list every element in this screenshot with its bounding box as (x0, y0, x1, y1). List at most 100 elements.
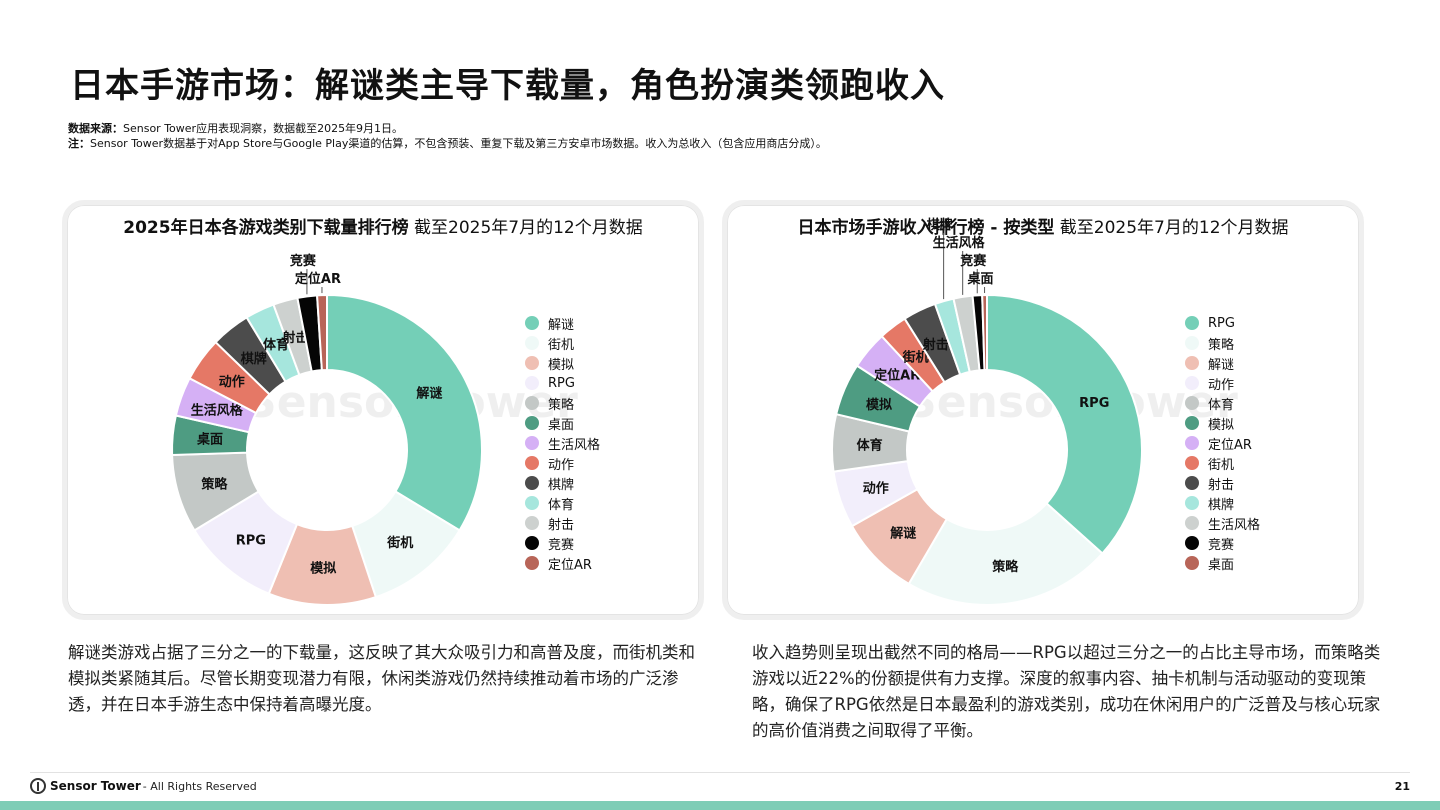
legend-item-定位AR: 定位AR (525, 553, 635, 573)
legend-label: 体育 (548, 497, 575, 513)
legend-item-生活风格: 生活风格 (525, 433, 635, 453)
slice-label-棋牌: 棋牌 (926, 217, 953, 233)
legend-item-解谜: 解谜 (1185, 353, 1295, 373)
legend-label: 解谜 (548, 317, 575, 333)
donut-slice-RPG (986, 293, 1143, 555)
legend-label: RPG (1208, 315, 1235, 331)
legend-swatch (525, 356, 539, 370)
note-label: 注： (68, 137, 90, 150)
legend-item-生活风格: 生活风格 (1185, 513, 1295, 533)
slice-label-体育: 体育 (263, 337, 289, 353)
donut-slice-解谜 (326, 293, 483, 532)
legend-swatch (525, 396, 539, 410)
legend-item-棋牌: 棋牌 (525, 473, 635, 493)
donut-slice-桌面 (981, 293, 988, 372)
legend-label: 桌面 (1208, 557, 1235, 573)
page-title: 日本手游市场：解谜类主导下载量，角色扮演类领跑收入 (70, 66, 945, 106)
legend-item-模拟: 模拟 (1185, 413, 1295, 433)
legend-item-竞赛: 竞赛 (1185, 533, 1295, 553)
legend-label: 街机 (548, 337, 575, 353)
slice-label-体育: 体育 (857, 438, 883, 454)
slice-label-策略: 策略 (201, 476, 228, 492)
source-text: Sensor Tower应用表现洞察，数据截至2025年9月1日。 (123, 122, 404, 135)
note-text: Sensor Tower数据基于对App Store与Google Play渠道… (90, 137, 827, 150)
footer-rights: - All Rights Reserved (142, 779, 257, 793)
legend-swatch (1185, 336, 1199, 350)
legend-item-桌面: 桌面 (1185, 553, 1295, 573)
legend-label: 模拟 (548, 357, 575, 373)
legend-item-棋牌: 棋牌 (1185, 493, 1295, 513)
legend-swatch (525, 476, 539, 490)
slice-label-射击: 射击 (922, 337, 949, 353)
slice-label-街机: 街机 (386, 535, 413, 551)
slice-label-生活风格: 生活风格 (933, 235, 986, 251)
legend-label: 生活风格 (548, 437, 601, 453)
legend-item-街机: 街机 (1185, 453, 1295, 473)
legend-label: 竞赛 (1208, 537, 1235, 553)
slice-label-动作: 动作 (863, 481, 889, 497)
legend-swatch (1185, 316, 1199, 330)
slice-label-竞赛: 竞赛 (960, 253, 987, 269)
donut-slice-定位AR (316, 293, 328, 372)
source-label: 数据来源： (68, 122, 123, 135)
footer-logo: Sensor Tower - All Rights Reserved (30, 778, 257, 794)
slice-label-策略: 策略 (992, 559, 1019, 575)
legend-swatch (1185, 356, 1199, 370)
legend-label: 街机 (1208, 457, 1235, 473)
legend-item-RPG: RPG (1185, 313, 1295, 333)
legend-swatch (525, 556, 539, 570)
legend-label: 体育 (1208, 397, 1235, 413)
legend-swatch (1185, 496, 1199, 510)
legend-label: 模拟 (1208, 417, 1235, 433)
legend-label: 射击 (1208, 477, 1235, 493)
legend-item-策略: 策略 (525, 393, 635, 413)
legend-swatch (1185, 516, 1199, 530)
downloads-description: 解谜类游戏占据了三分之一的下载量，这反映了其大众吸引力和高普及度，而街机类和模拟… (68, 643, 695, 714)
legend-swatch (525, 336, 539, 350)
sensor-tower-logo-icon (30, 778, 46, 794)
bottom-accent-bar (0, 801, 1440, 810)
slice-label-解谜: 解谜 (415, 385, 443, 401)
slice-label-射击: 射击 (281, 330, 308, 346)
legend-label: 定位AR (548, 557, 592, 573)
source-note: 数据来源：Sensor Tower应用表现洞察，数据截至2025年9月1日。 注… (68, 121, 827, 151)
source-line: 数据来源：Sensor Tower应用表现洞察，数据截至2025年9月1日。 (68, 121, 827, 136)
slice-label-解谜: 解谜 (889, 525, 917, 541)
legend-swatch (525, 436, 539, 450)
legend-item-模拟: 模拟 (525, 353, 635, 373)
legend-swatch (525, 316, 539, 330)
legend-swatch (525, 376, 539, 390)
note-line: 注：Sensor Tower数据基于对App Store与Google Play… (68, 136, 827, 151)
slice-label-动作: 动作 (219, 374, 245, 390)
legend-swatch (525, 496, 539, 510)
slice-label-生活风格: 生活风格 (191, 402, 244, 418)
downloads-chart-title: 2025年日本各游戏类别下载量排行榜 截至2025年7月的12个月数据 (67, 213, 699, 238)
slice-label-桌面: 桌面 (197, 432, 223, 448)
legend-item-策略: 策略 (1185, 333, 1295, 353)
slice-label-定位AR: 定位AR (873, 367, 920, 383)
legend-item-动作: 动作 (1185, 373, 1295, 393)
downloads-chart-title-period: 截至2025年7月的12个月数据 (408, 218, 643, 238)
slice-label-定位AR: 定位AR (294, 271, 341, 287)
legend-item-解谜: 解谜 (525, 313, 635, 333)
legend-swatch (525, 516, 539, 530)
footer-divider (30, 772, 1410, 773)
legend-item-RPG: RPG (525, 373, 635, 393)
legend-item-定位AR: 定位AR (1185, 433, 1295, 453)
downloads-chart-title-bold: 2025年日本各游戏类别下载量排行榜 (123, 218, 409, 238)
legend-swatch (525, 416, 539, 430)
slice-label-棋牌: 棋牌 (240, 351, 267, 367)
legend-label: RPG (548, 375, 575, 391)
legend-swatch (1185, 556, 1199, 570)
legend-label: 生活风格 (1208, 517, 1261, 533)
legend-item-竞赛: 竞赛 (525, 533, 635, 553)
slice-label-竞赛: 竞赛 (290, 253, 317, 269)
revenue-description: 收入趋势则呈现出截然不同的格局——RPG以超过三分之一的占比主导市场，而策略类游… (752, 643, 1381, 740)
legend-label: 定位AR (1208, 437, 1252, 453)
legend-swatch (525, 536, 539, 550)
legend-swatch (1185, 436, 1199, 450)
legend-swatch (1185, 476, 1199, 490)
legend-label: 棋牌 (1208, 497, 1235, 513)
